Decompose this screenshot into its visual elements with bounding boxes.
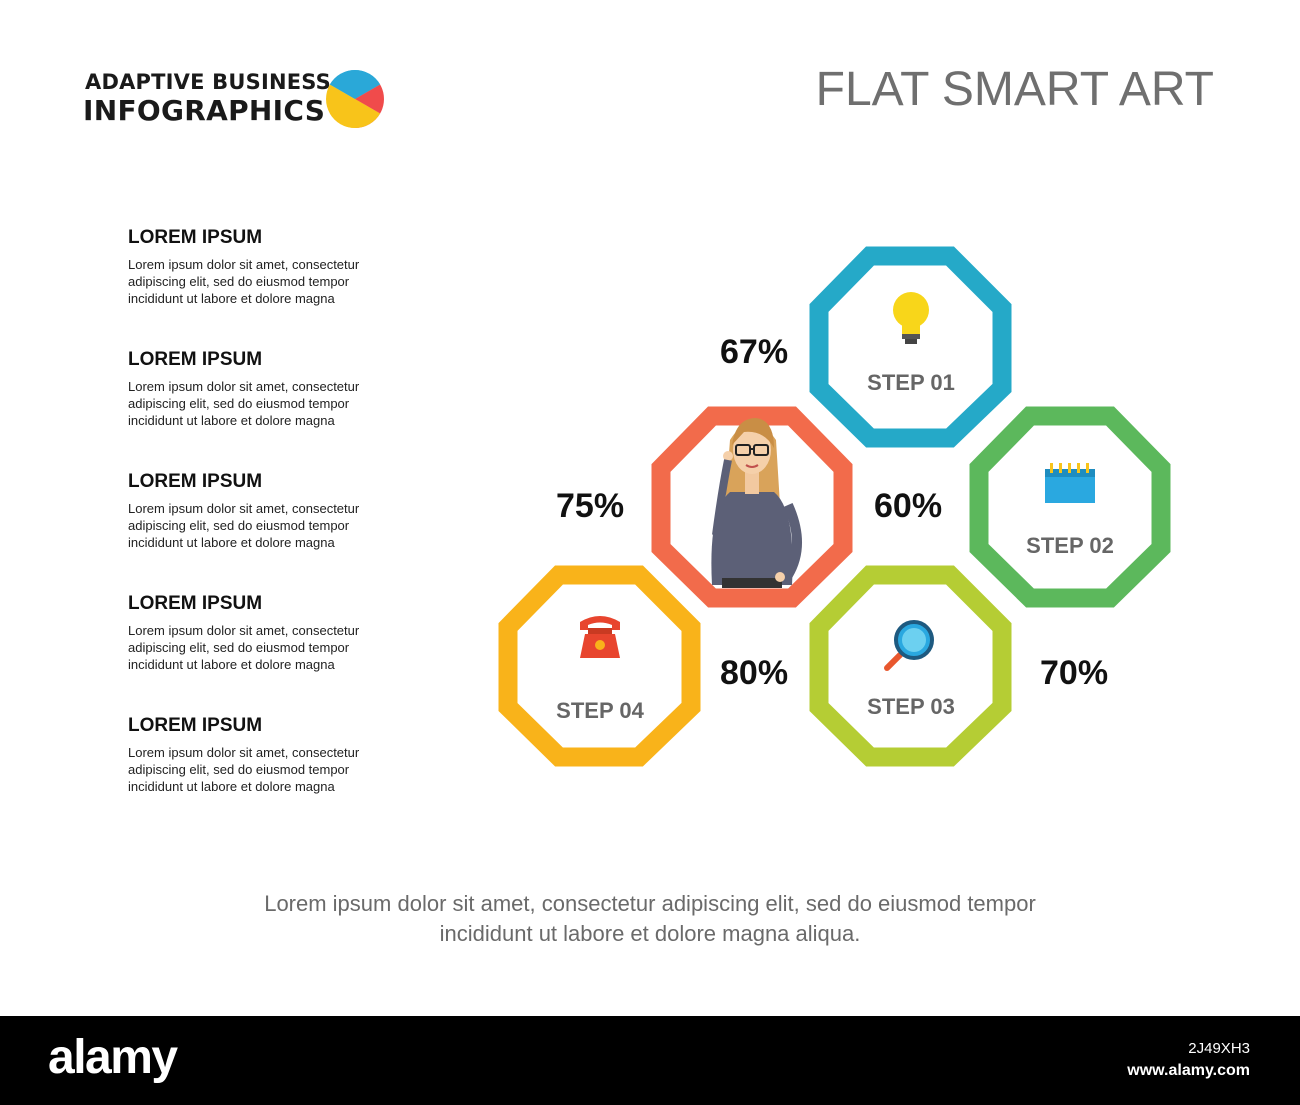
percentage-label: 67% [720,333,789,371]
stock-url: www.alamy.com [1127,1062,1250,1079]
page-title: FLAT SMART ART [815,63,1214,116]
list-item: LOREM IPSUM Lorem ipsum dolor sit amet, … [128,593,398,673]
stock-logo: alamy [48,1031,178,1084]
footer-line-1: Lorem ipsum dolor sit amet, consectetur … [264,891,1036,916]
percentage-label: 60% [874,487,943,525]
brand-subtitle: ADAPTIVE BUSINESS [85,70,331,94]
list-item: LOREM IPSUM Lorem ipsum dolor sit amet, … [128,715,398,795]
stock-image-id: 2J49XH3 [1188,1040,1250,1057]
step-03-octagon [809,565,1012,767]
step-01-label: STEP 01 [867,370,955,395]
item-title: LOREM IPSUM [128,471,263,492]
octagon-diagram: STEP 01 STEP 02 STEP 03 STEP 04 [498,246,1171,767]
brand-pie-logo [326,70,384,128]
item-body: Lorem ipsum dolor sit amet, consectetur … [128,501,360,550]
list-item: LOREM IPSUM Lorem ipsum dolor sit amet, … [128,349,398,429]
footer-line-2: incididunt ut labore et dolore magna ali… [439,921,861,946]
item-title: LOREM IPSUM [128,227,263,248]
item-title: LOREM IPSUM [128,349,263,370]
percentage-label: 70% [1040,654,1109,692]
lightbulb-icon [893,292,929,344]
businesswoman-illustration [711,418,802,588]
step-03-label: STEP 03 [867,694,955,719]
item-body: Lorem ipsum dolor sit amet, consectetur … [128,623,360,672]
logo-segment-blue-top [329,70,381,99]
percentage-label: 75% [556,487,625,525]
magnifier-icon [884,620,934,671]
telephone-icon [580,616,620,658]
step-04-octagon [498,565,701,767]
logo-segment-red-right [355,84,384,114]
percentage-label: 80% [720,654,789,692]
list-item: LOREM IPSUM Lorem ipsum dolor sit amet, … [128,471,398,551]
center-octagon [651,406,853,608]
calendar-icon [1045,463,1095,503]
stock-watermark-bar [0,1016,1300,1105]
step-01-octagon [809,246,1012,448]
item-body: Lorem ipsum dolor sit amet, consectetur … [128,745,360,794]
footer-caption: Lorem ipsum dolor sit amet, consectetur … [100,889,1200,949]
item-title: LOREM IPSUM [128,715,263,736]
item-title: LOREM IPSUM [128,593,263,614]
step-02-label: STEP 02 [1026,533,1114,558]
item-body: Lorem ipsum dolor sit amet, consectetur … [128,257,360,306]
item-body: Lorem ipsum dolor sit amet, consectetur … [128,379,360,428]
step-04-label: STEP 04 [556,698,644,723]
step-02-octagon [969,406,1171,608]
list-item: LOREM IPSUM Lorem ipsum dolor sit amet, … [128,227,398,307]
brand-title: INFOGRAPHICS [83,94,326,127]
logo-segment-yellow-bottom [329,99,381,128]
